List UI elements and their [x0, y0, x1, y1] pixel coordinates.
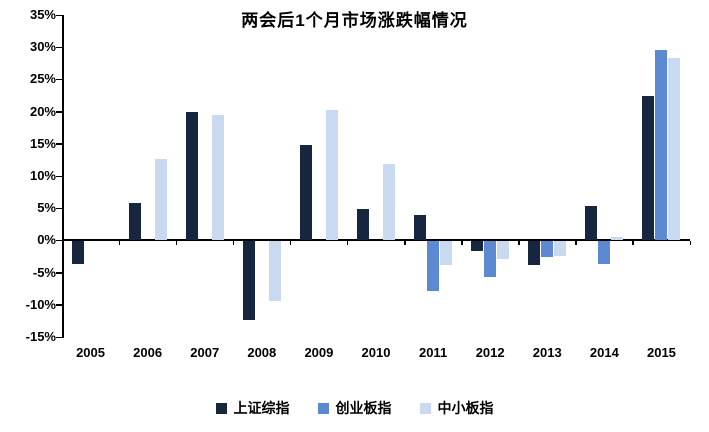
- bar-上证综指-2008: [242, 241, 255, 320]
- legend-item-上证综指: 上证综指: [215, 398, 290, 418]
- x-axis-label: 2010: [361, 345, 391, 360]
- y-axis-label: -5%: [32, 264, 56, 280]
- y-axis-tick: [56, 336, 62, 338]
- y-axis-label: 20%: [29, 103, 56, 119]
- legend-marker-icon: [215, 402, 227, 414]
- x-axis-label: 2012: [475, 345, 505, 360]
- y-axis-tick: [56, 175, 62, 177]
- x-axis-tick: [461, 241, 463, 246]
- bar-创业板指-2013: [541, 241, 554, 258]
- y-axis-label: 0%: [37, 232, 56, 248]
- bar-创业板指-2014: [598, 241, 611, 264]
- x-axis-zero-line: [62, 239, 690, 242]
- x-axis-tick: [404, 241, 406, 246]
- y-axis-tick: [56, 111, 62, 113]
- bar-中小板指-2006: [154, 158, 167, 241]
- x-axis-tick: [118, 241, 121, 246]
- x-axis-tick: [346, 241, 349, 246]
- x-axis-tick: [232, 241, 235, 246]
- bar-上证综指-2012: [471, 241, 484, 252]
- x-axis-label: 2015: [646, 345, 676, 360]
- x-axis-tick: [289, 241, 292, 246]
- legend-label: 创业板指: [335, 400, 392, 416]
- x-axis-label: 2009: [304, 345, 334, 360]
- legend-marker-icon: [419, 402, 431, 414]
- x-axis-label: 2007: [190, 345, 220, 360]
- bar-上证综指-2010: [357, 208, 369, 241]
- bar-上证综指-2005: [71, 241, 84, 264]
- legend-item-中小板指: 中小板指: [419, 398, 494, 418]
- legend-label: 中小板指: [437, 400, 494, 416]
- y-axis-tick: [56, 46, 62, 49]
- x-axis-label: 2013: [532, 345, 562, 360]
- bar-上证综指-2013: [528, 241, 541, 266]
- y-axis-tick: [56, 207, 62, 210]
- legend-label: 上证综指: [233, 400, 290, 416]
- x-axis-label: 2008: [247, 345, 277, 360]
- bar-中小板指-2014: [611, 237, 624, 241]
- y-axis-tick: [56, 304, 62, 306]
- y-axis-tick: [56, 143, 62, 145]
- bar-中小板指-2012: [497, 241, 510, 259]
- bar-上证综指-2011: [414, 215, 427, 241]
- bar-创业板指-2012: [484, 241, 497, 277]
- x-axis-label: 2011: [418, 345, 448, 360]
- y-axis-tick: [56, 14, 62, 16]
- bar-上证综指-2009: [299, 145, 312, 241]
- y-axis-label: -15%: [25, 329, 56, 344]
- bar-上证综指-2007: [185, 111, 198, 241]
- bar-创业板指-2015: [655, 50, 668, 241]
- legend-marker-icon: [317, 402, 329, 414]
- x-axis-tick: [632, 241, 634, 246]
- y-axis-label: 5%: [37, 200, 56, 216]
- bar-上证综指-2015: [642, 95, 655, 241]
- bar-中小板指-2011: [440, 241, 453, 266]
- legend-item-创业板指: 创业板指: [317, 398, 392, 418]
- x-axis-tick: [689, 241, 691, 246]
- y-axis-tick: [56, 239, 62, 242]
- x-axis-label: 2014: [589, 345, 619, 360]
- y-axis-label: -10%: [25, 296, 56, 312]
- bar-上证综指-2014: [585, 205, 598, 241]
- bar-中小板指-2008: [268, 241, 281, 301]
- x-axis-tick: [518, 241, 520, 246]
- bar-中小板指-2009: [325, 109, 338, 241]
- bar-中小板指-2013: [554, 241, 567, 257]
- x-axis-label: 2006: [133, 345, 163, 360]
- bar-中小板指-2010: [383, 164, 395, 241]
- y-axis-tick: [56, 78, 62, 81]
- chart-title: 两会后1个月市场涨跌幅情况: [241, 11, 468, 30]
- y-axis-tick: [56, 272, 62, 274]
- bar-上证综指-2006: [128, 203, 141, 241]
- y-axis-line: [62, 15, 64, 338]
- y-axis-label: 25%: [29, 71, 56, 87]
- y-axis-label: 10%: [29, 168, 56, 183]
- x-axis-label: 2005: [76, 345, 105, 360]
- x-axis-tick: [575, 241, 577, 246]
- legend: 上证综指 创业板指 中小板指: [0, 398, 709, 418]
- x-axis-tick: [175, 241, 178, 246]
- bar-创业板指-2011: [427, 241, 440, 291]
- y-axis-label: 15%: [29, 135, 56, 151]
- bar-中小板指-2015: [668, 57, 681, 241]
- y-axis-label: 35%: [29, 7, 56, 22]
- y-axis-label: 30%: [29, 39, 56, 55]
- bar-中小板指-2007: [211, 115, 224, 241]
